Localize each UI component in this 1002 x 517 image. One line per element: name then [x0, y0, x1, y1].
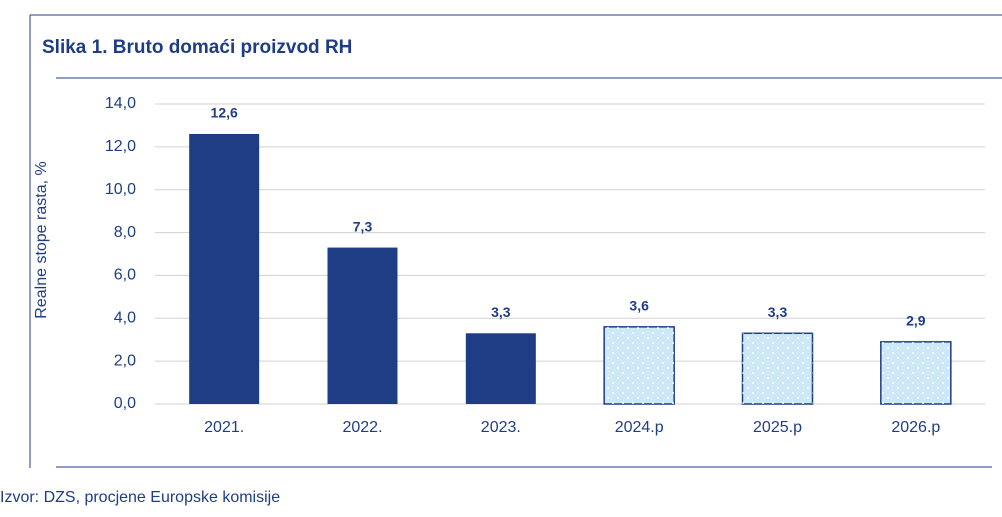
bar-dots [742, 333, 813, 404]
data-label: 12,6 [211, 105, 238, 121]
y-tick-label: 4,0 [114, 310, 136, 327]
bar [189, 134, 260, 404]
x-tick-label: 2025.p [753, 419, 802, 436]
y-tick-label: 0,0 [114, 395, 136, 412]
y-tick-label: 2,0 [114, 352, 136, 369]
data-label: 2,9 [906, 313, 926, 329]
x-tick-label: 2024.p [615, 419, 664, 436]
y-tick-label: 6,0 [114, 267, 136, 284]
data-label: 7,3 [353, 218, 373, 234]
bar [465, 333, 536, 404]
x-tick-label: 2022. [342, 419, 382, 436]
data-label: 3,6 [629, 298, 649, 314]
bar-dots [880, 341, 951, 404]
y-tick-label: 12,0 [105, 138, 136, 155]
y-tick-label: 8,0 [114, 224, 136, 241]
bar [327, 247, 398, 404]
data-label: 3,3 [491, 304, 511, 320]
chart-title: Slika 1. Bruto domaći proizvod RH [42, 37, 352, 58]
x-tick-label: 2026.p [891, 419, 940, 436]
x-tick-label: 2021. [204, 419, 244, 436]
x-tick-label: 2023. [481, 419, 521, 436]
y-tick-label: 14,0 [105, 95, 136, 112]
y-tick-label: 10,0 [105, 181, 136, 198]
bar-dots [604, 326, 675, 404]
y-axis-label: Realne stope rasta, % [33, 161, 50, 318]
data-label: 3,3 [768, 304, 788, 320]
source-note: Izvor: DZS, procjene Europske komisije [0, 489, 280, 506]
